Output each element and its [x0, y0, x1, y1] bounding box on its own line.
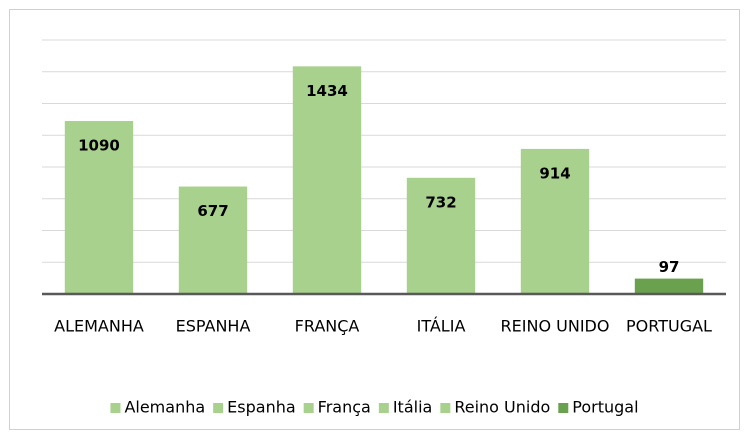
data-label: 97 [659, 258, 680, 276]
bar [406, 177, 476, 294]
x-tick-label: ESPANHA [176, 317, 251, 336]
bar [64, 120, 134, 295]
legend-swatch [440, 403, 451, 413]
data-label: 677 [197, 202, 228, 220]
legend-label: Portugal [572, 398, 638, 417]
legend-label: Reino Unido [454, 398, 550, 417]
x-tick-label: ALEMANHA [54, 317, 144, 336]
data-label: 1090 [78, 136, 120, 154]
legend-swatch [378, 403, 389, 413]
x-tick-label: ITÁLIA [417, 317, 466, 336]
x-tick-label: PORTUGAL [626, 317, 712, 336]
x-tick-label: FRANÇA [295, 317, 360, 336]
legend-label: Itália [393, 398, 433, 417]
bar [292, 66, 362, 294]
legend-label: Espanha [227, 398, 296, 417]
x-tick-label: REINO UNIDO [501, 317, 610, 336]
bar [520, 148, 590, 294]
data-label: 732 [425, 193, 456, 211]
legend-swatch [110, 403, 121, 413]
data-label: 914 [539, 164, 570, 182]
bar [634, 278, 704, 294]
legend-label: Alemanha [124, 398, 205, 417]
legend-swatch [558, 403, 569, 413]
bar [178, 186, 248, 294]
data-label: 1434 [306, 82, 348, 100]
legend-swatch [213, 403, 224, 413]
legend-label: França [318, 398, 371, 417]
legend-swatch [303, 403, 314, 413]
